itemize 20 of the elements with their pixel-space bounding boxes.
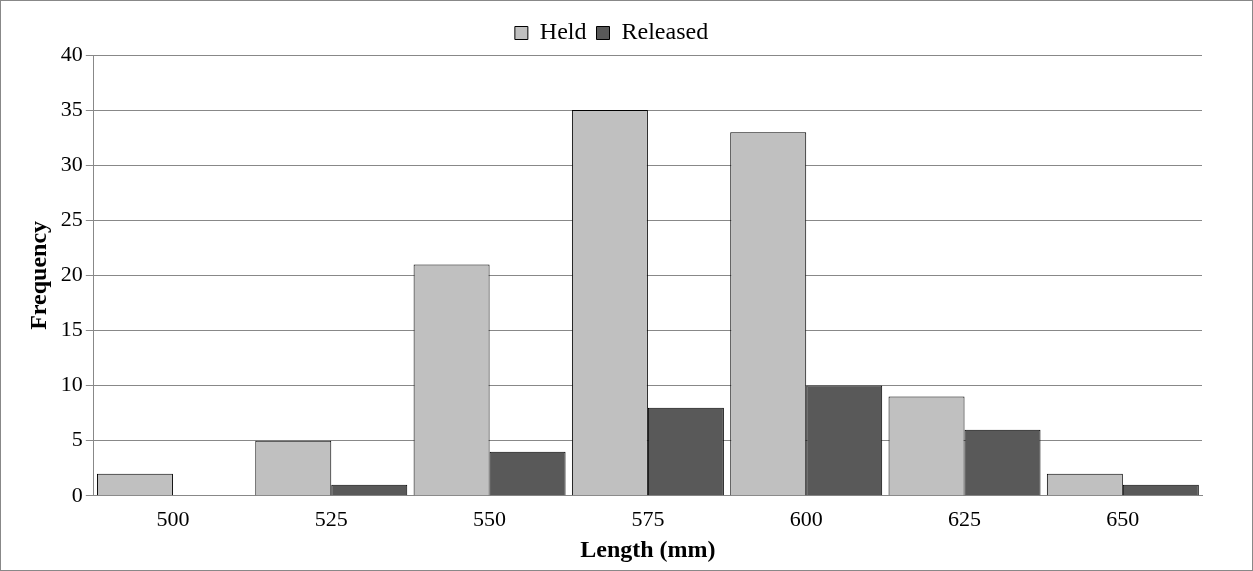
y-tick-label: 0 <box>71 481 83 507</box>
x-tick-label: 625 <box>948 505 982 531</box>
x-tick-label: 500 <box>156 505 190 531</box>
y-tick-label: 5 <box>71 426 83 452</box>
x-tick-label: 525 <box>314 505 348 531</box>
y-tick-label: 15 <box>60 316 83 342</box>
y-tick-label: 20 <box>60 261 83 287</box>
x-tick-label: 550 <box>473 505 507 531</box>
x-tick-label: 600 <box>789 505 823 531</box>
x-tick-label: 575 <box>631 505 665 531</box>
y-tick-label: 40 <box>60 40 83 66</box>
x-tick-label: 650 <box>1106 505 1140 531</box>
y-tick-label: 30 <box>60 150 83 176</box>
legend-label: Released <box>621 18 709 45</box>
x-axis-title: Length (mm) <box>580 535 716 562</box>
y-axis-title: Frequency <box>24 220 51 330</box>
y-tick-label: 35 <box>60 95 83 121</box>
legend-label: Held <box>539 18 587 45</box>
y-tick-label: 10 <box>60 371 83 397</box>
y-tick-label: 25 <box>60 206 83 232</box>
